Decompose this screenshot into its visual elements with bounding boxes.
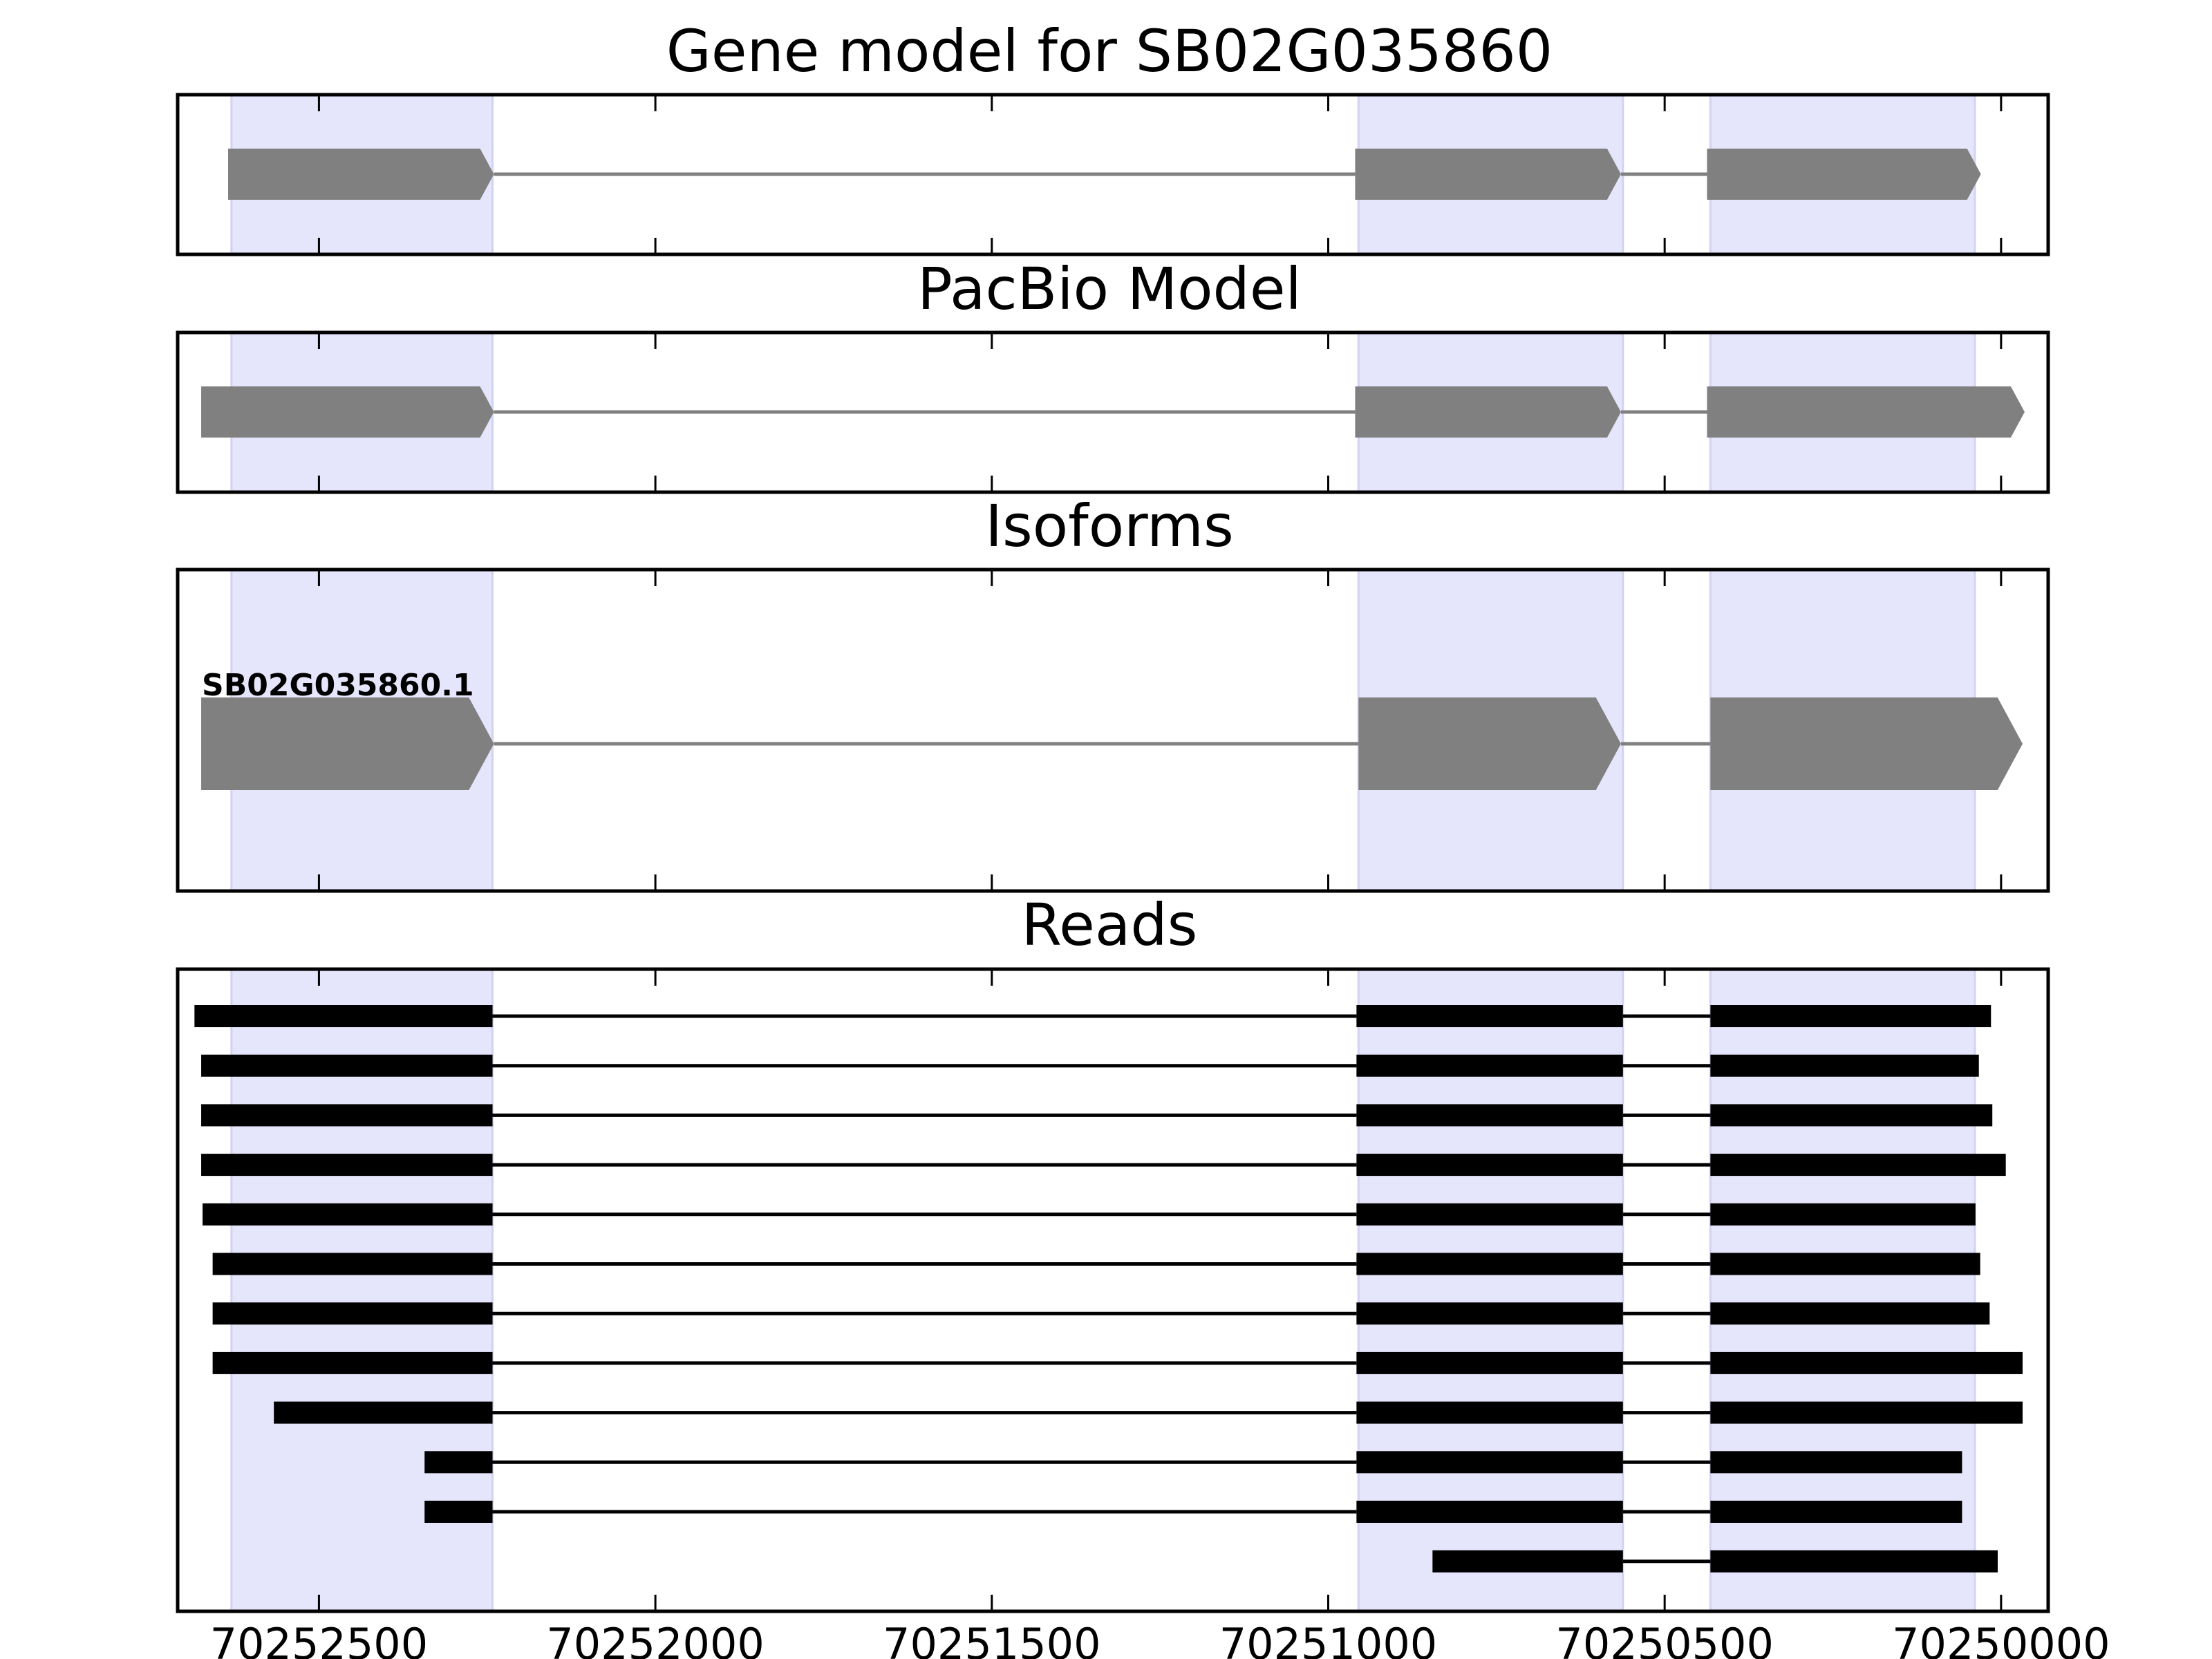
read-block (1356, 1054, 1623, 1077)
read-block (1356, 1005, 1623, 1027)
exon-arrow (1355, 149, 1621, 200)
exon-arrow (201, 386, 494, 438)
panel-frames-layer (176, 93, 2050, 1613)
read-row (212, 1253, 1980, 1275)
read-block (203, 1203, 493, 1226)
x-axis: 70252500 70252000 70251500 70251000 7025… (210, 1619, 2110, 1659)
read-block (1356, 1154, 1623, 1177)
read-block (1710, 1005, 1991, 1027)
reads-title: Reads (1022, 891, 1198, 959)
exon-arrow (1358, 697, 1621, 790)
isoform-label: SB02G035860.1 (202, 668, 474, 703)
read-block (1710, 1401, 2023, 1424)
read-block (1432, 1550, 1623, 1573)
read-block (201, 1104, 493, 1127)
read-block (1710, 1203, 1976, 1226)
x-tick-label: 70251000 (1219, 1619, 1438, 1659)
panel-frame (176, 93, 2050, 256)
exon-arrow (1355, 386, 1621, 438)
exon-arrow (1707, 386, 2025, 438)
read-block (1710, 1253, 1980, 1275)
read-row (274, 1401, 2023, 1424)
x-tick-label: 70250000 (1892, 1619, 2110, 1659)
read-block (212, 1351, 493, 1374)
read-block (1710, 1550, 1998, 1573)
read-block (1710, 1154, 2006, 1177)
panel-frame (176, 330, 2050, 494)
read-block (1710, 1451, 1962, 1474)
read-row (424, 1451, 1962, 1474)
read-row (1432, 1550, 1998, 1573)
read-row (424, 1501, 1962, 1523)
pacbio-model-title: PacBio Model (917, 255, 1302, 323)
read-block (1710, 1054, 1979, 1077)
exon-arrow (1710, 697, 2023, 790)
x-tick-label: 70252000 (546, 1619, 765, 1659)
exon-arrow (1707, 149, 1981, 200)
read-block (201, 1154, 493, 1177)
read-block (194, 1005, 493, 1027)
read-block (274, 1401, 493, 1424)
read-row (201, 1154, 2006, 1177)
read-row (194, 1005, 1991, 1027)
read-block (1356, 1501, 1623, 1523)
read-row (201, 1104, 1993, 1127)
read-row (203, 1203, 1976, 1226)
isoforms-title: Isoforms (985, 492, 1234, 560)
features-layer (194, 149, 2025, 1573)
read-block (1356, 1351, 1623, 1374)
isoform-feature (201, 697, 2023, 790)
read-row (212, 1302, 1990, 1325)
exon-arrow (228, 149, 494, 200)
read-block (1710, 1501, 1962, 1523)
read-block (1356, 1104, 1623, 1127)
read-block (1356, 1401, 1623, 1424)
gene-model-feature (228, 149, 1981, 200)
read-row (201, 1054, 1979, 1077)
x-tick-label: 70251500 (883, 1619, 1101, 1659)
read-block (424, 1501, 493, 1523)
read-block (1356, 1253, 1623, 1275)
exon-arrow (201, 697, 494, 790)
read-block (212, 1253, 493, 1275)
pacbio-model-feature (201, 386, 2025, 438)
read-block (1356, 1203, 1623, 1226)
read-block (1710, 1104, 1993, 1127)
read-block (212, 1302, 493, 1325)
read-block (1356, 1451, 1623, 1474)
read-block (1710, 1351, 2023, 1374)
read-row (212, 1351, 2023, 1374)
read-block (1710, 1302, 1990, 1325)
x-tick-label: 70250500 (1555, 1619, 1774, 1659)
read-block (1356, 1302, 1623, 1325)
panel-frame (176, 568, 2050, 893)
tick-marks-layer (317, 95, 2003, 1611)
panel-frame (176, 967, 2050, 1613)
read-block (424, 1451, 493, 1474)
read-block (201, 1054, 493, 1077)
x-tick-label: 70252500 (210, 1619, 429, 1659)
gene-model-title: Gene model for SB02G035860 (666, 17, 1553, 85)
